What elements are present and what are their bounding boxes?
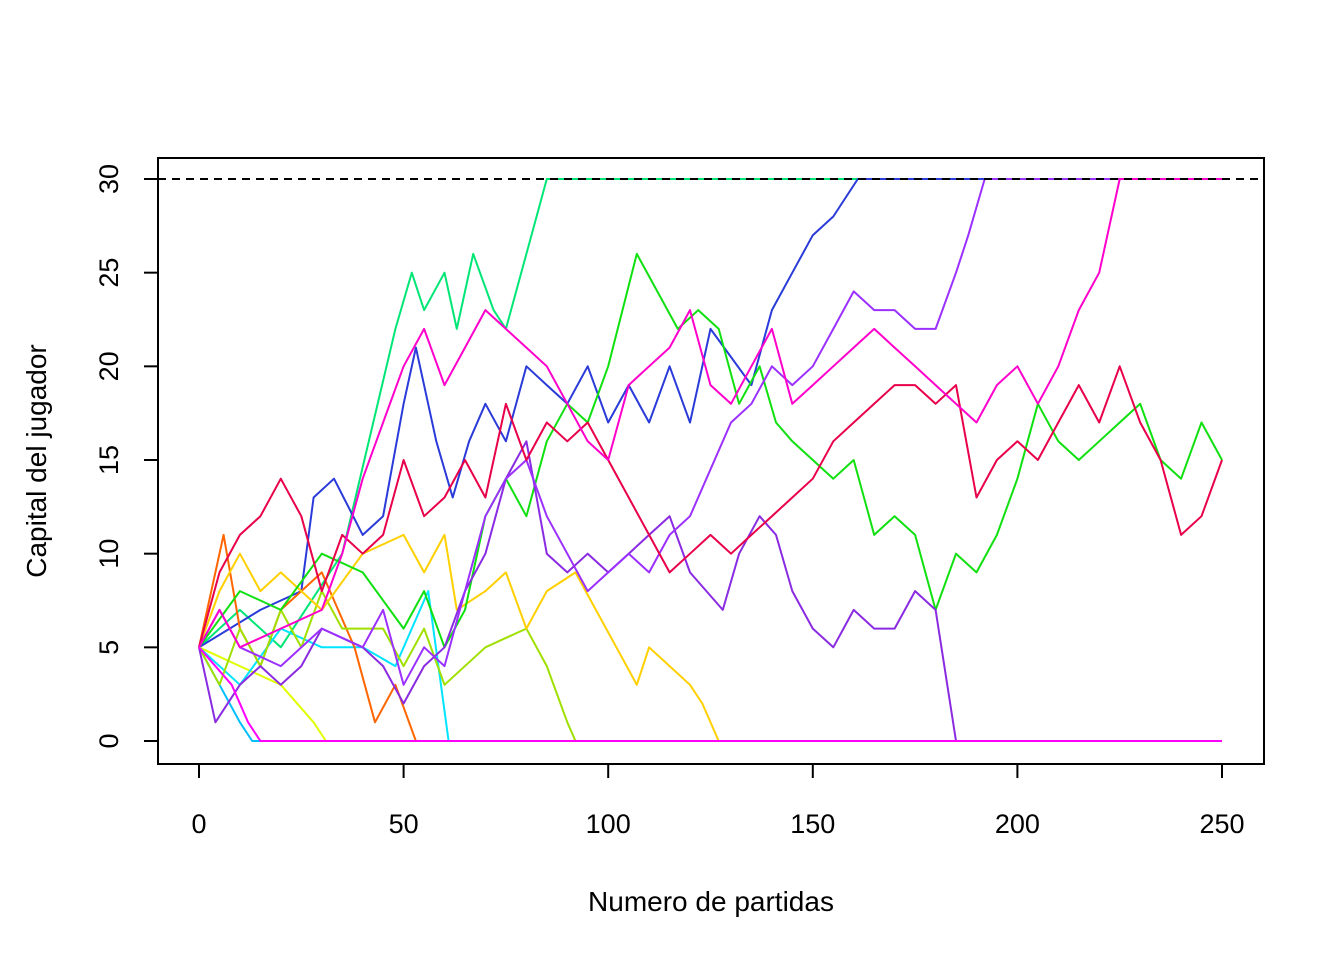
y-tick-label-0: 0 bbox=[94, 733, 124, 748]
series-line-10 bbox=[198, 440, 1222, 742]
x-tick-label-100: 100 bbox=[586, 809, 631, 839]
y-tick-label-20: 20 bbox=[94, 351, 124, 381]
series-line-5 bbox=[198, 590, 1222, 742]
series-line-3 bbox=[198, 646, 1222, 742]
y-tick-label-5: 5 bbox=[94, 640, 124, 655]
series-line-13 bbox=[198, 178, 1222, 649]
series-line-1 bbox=[198, 178, 1222, 649]
series-line-2 bbox=[198, 178, 1222, 649]
series-layer bbox=[198, 178, 1223, 742]
series-line-14 bbox=[198, 646, 1222, 742]
x-axis-title: Numero de partidas bbox=[588, 886, 834, 917]
x-axis: 0 50 100 150 200 250 bbox=[191, 763, 1245, 839]
y-tick-label-30: 30 bbox=[94, 164, 124, 194]
x-tick-label-150: 150 bbox=[790, 809, 835, 839]
x-tick-label-200: 200 bbox=[995, 809, 1040, 839]
series-line-12 bbox=[198, 365, 1223, 648]
x-tick-label-0: 0 bbox=[191, 809, 206, 839]
series-line-9 bbox=[198, 252, 1223, 649]
y-tick-label-15: 15 bbox=[94, 445, 124, 475]
series-line-11 bbox=[198, 178, 1222, 686]
plot-frame bbox=[157, 157, 1265, 765]
series-line-8 bbox=[198, 533, 1222, 742]
series-line-7 bbox=[198, 590, 1222, 742]
y-axis: 0 5 10 15 20 25 30 bbox=[94, 164, 159, 749]
y-tick-label-10: 10 bbox=[94, 539, 124, 569]
series-line-6 bbox=[198, 533, 1222, 742]
x-tick-label-50: 50 bbox=[389, 809, 419, 839]
y-tick-label-25: 25 bbox=[94, 258, 124, 288]
x-tick-label-250: 250 bbox=[1199, 809, 1244, 839]
series-line-4 bbox=[198, 646, 1222, 742]
y-axis-title: Capital del jugador bbox=[21, 344, 52, 578]
